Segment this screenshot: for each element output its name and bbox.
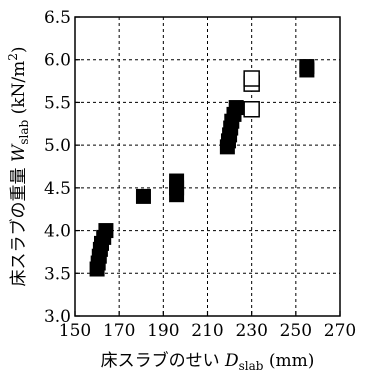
x-tick-label: 270 — [324, 321, 356, 341]
x-tick-label: 150 — [59, 321, 91, 341]
x-axis-label-unit: (mm) — [263, 351, 314, 371]
filled-square-marker — [228, 100, 244, 116]
y-tick-label: 3.0 — [44, 307, 71, 327]
x-axis-label-text: 床スラブのせい — [101, 350, 225, 371]
y-tick-label: 4.0 — [44, 222, 71, 242]
x-tick-label: 210 — [191, 321, 223, 341]
y-tick-label: 4.5 — [44, 179, 71, 199]
y-axis-label-unit-post: ) — [9, 46, 29, 53]
x-tick-label: 230 — [235, 321, 267, 341]
y-axis-label-text: 床スラブの重量 — [8, 162, 29, 286]
x-tick-label: 250 — [280, 321, 312, 341]
data-points — [89, 59, 315, 277]
filled-square-marker — [135, 188, 151, 204]
grid-lines — [75, 17, 340, 316]
x-tick-label: 190 — [147, 321, 179, 341]
x-axis-label-sub: slab — [239, 359, 264, 373]
y-axis-label: 床スラブの重量 Wslab (kN/m2) — [6, 46, 31, 286]
x-axis-label: 床スラブのせい Dslab (mm) — [101, 350, 315, 373]
y-tick-label: 6.5 — [44, 8, 71, 28]
filled-square-marker — [299, 59, 315, 75]
x-tick-label: 170 — [103, 321, 135, 341]
y-axis-label-var: W — [9, 143, 29, 162]
y-axis-label-unit-pre: (kN/m — [9, 61, 29, 120]
y-tick-label: 5.5 — [44, 93, 71, 113]
y-tick-label: 6.0 — [44, 51, 71, 71]
open-square-marker — [243, 70, 260, 87]
filled-square-marker — [169, 173, 185, 189]
x-axis-label-var: D — [224, 351, 239, 371]
filled-square-marker — [98, 223, 114, 239]
y-axis-label-sub: slab — [17, 119, 31, 144]
axis-ticks: 150 170 190 210 230 250 270 3.0 3.5 4.0 4.5 5.0 5.5 6… — [44, 8, 356, 341]
y-tick-label: 3.5 — [44, 264, 71, 284]
open-square-marker — [243, 101, 260, 118]
y-tick-label: 5.0 — [44, 136, 71, 156]
y-axis-label-unit-sup: 2 — [6, 53, 20, 61]
